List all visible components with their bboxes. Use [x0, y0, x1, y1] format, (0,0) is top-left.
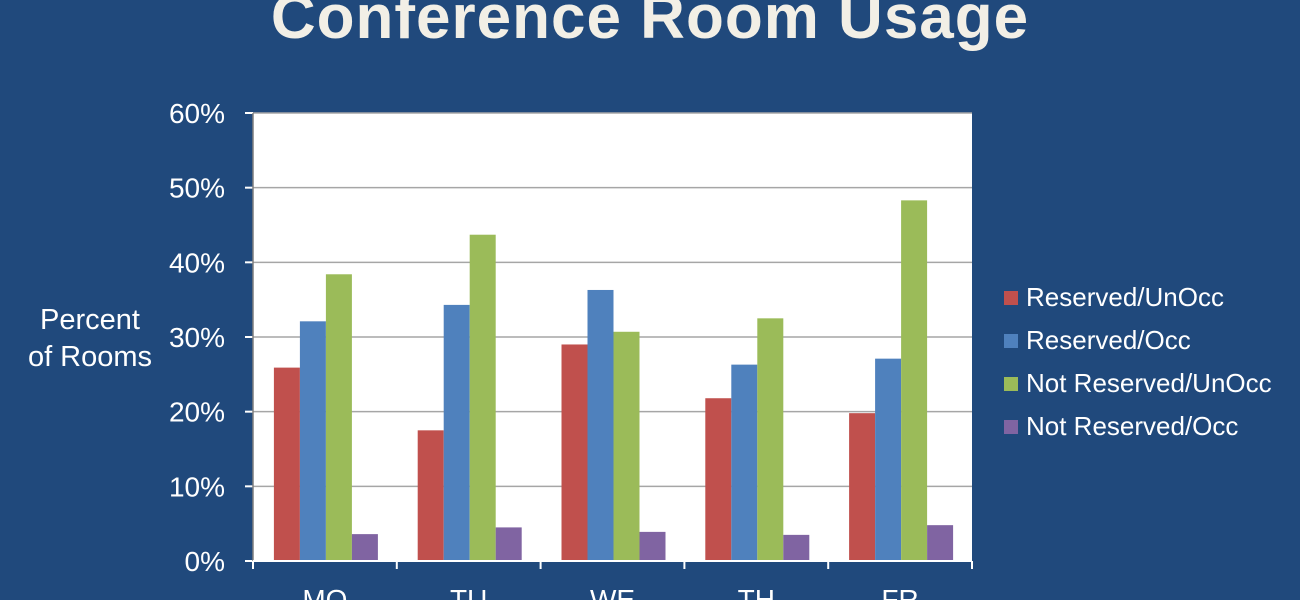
bar [613, 331, 640, 561]
bar [495, 527, 522, 561]
bar [875, 358, 902, 561]
y-axis-label: Percent of Rooms [10, 302, 170, 376]
bar [639, 531, 666, 561]
legend-swatch [1004, 419, 1018, 434]
bar [273, 367, 300, 561]
chart-title: Conference Room Usage [270, 0, 1030, 52]
x-tick-label: FR [881, 584, 918, 600]
bar [783, 534, 810, 561]
legend-label: Not Reserved/Occ [1026, 411, 1239, 441]
bar [443, 304, 470, 561]
bar [849, 413, 876, 561]
bar [927, 525, 954, 561]
bar [757, 318, 784, 561]
y-tick-label: 0% [185, 546, 225, 577]
bar [705, 398, 732, 561]
bar [325, 274, 352, 561]
bar [561, 344, 588, 561]
legend: Reserved/UnOcc Reserved/Occ Not Reserved… [1004, 276, 1272, 448]
bars [273, 200, 954, 562]
legend-swatch [1004, 333, 1018, 348]
y-tick-label: 60% [169, 98, 225, 129]
y-tick-label: 20% [169, 397, 225, 428]
y-tick-label: 30% [169, 322, 225, 353]
y-tick-label: 50% [169, 173, 225, 204]
bar [587, 289, 614, 561]
legend-swatch [1004, 376, 1018, 391]
legend-label: Not Reserved/UnOcc [1026, 368, 1272, 398]
legend-swatch [1004, 290, 1018, 305]
x-tick-labels: MO TU WE TH FR [302, 584, 918, 600]
bar [469, 234, 496, 561]
legend-label: Reserved/Occ [1026, 325, 1191, 355]
y-tick-label: 10% [169, 471, 225, 502]
legend-item-not-reserved-unocc: Not Reserved/UnOcc [1004, 362, 1272, 405]
bar [731, 364, 758, 561]
legend-item-reserved-unocc: Reserved/UnOcc [1004, 276, 1272, 319]
y-tick-labels: 0% 10% 20% 30% 40% 50% 60% [169, 98, 225, 577]
x-tick-label: WE [590, 584, 635, 600]
y-axis-label-line-2: of Rooms [27, 341, 153, 373]
y-tick-label: 40% [169, 247, 225, 278]
legend-item-reserved-occ: Reserved/Occ [1004, 319, 1272, 362]
legend-label: Reserved/UnOcc [1026, 282, 1224, 312]
x-tick-label: MO [302, 584, 347, 600]
bar [351, 534, 378, 561]
bar [417, 430, 444, 561]
axes [252, 113, 973, 569]
bar [901, 200, 928, 562]
bar [299, 321, 326, 561]
x-tick-label: TU [450, 584, 487, 600]
x-tick-label: TH [738, 584, 775, 600]
y-axis-label-line-1: Percent [40, 304, 140, 336]
legend-item-not-reserved-occ: Not Reserved/Occ [1004, 405, 1272, 448]
